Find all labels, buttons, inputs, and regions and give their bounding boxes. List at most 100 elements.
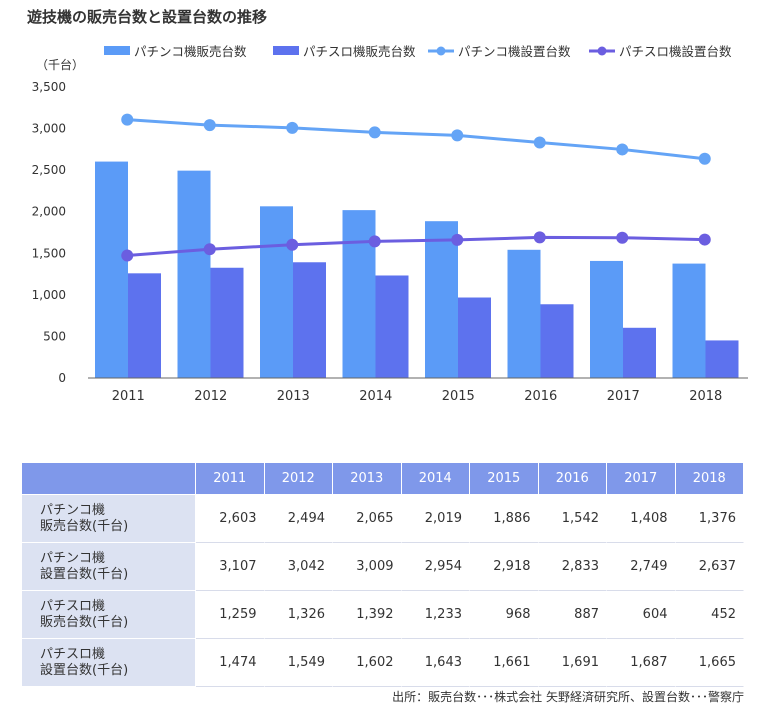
point-pachislot-installed bbox=[368, 235, 381, 248]
table-row: パチンコ機 販売台数(千台) 2,603 2,494 2,065 2,019 1,886 1,… bbox=[22, 495, 744, 543]
bar-pachislot-sales bbox=[623, 327, 656, 378]
y-tick-label: 500 bbox=[43, 329, 66, 343]
table-cell: 2,603 bbox=[196, 495, 265, 543]
row-header-line2: 販売台数(千台) bbox=[40, 518, 129, 534]
point-pachinko-installed bbox=[616, 143, 629, 156]
table-cell: 1,661 bbox=[470, 639, 539, 687]
row-header-line1: パチスロ機 bbox=[40, 598, 106, 614]
legend-swatch bbox=[104, 46, 130, 55]
y-axis-ticks: 0 500 1,000 1,500 2,000 2,500 3,000 3,500 bbox=[32, 80, 66, 385]
data-table: 2011 2012 2013 2014 2015 2016 2017 2018 パチンコ機 販売… bbox=[22, 463, 744, 687]
bar-pachislot-sales bbox=[705, 340, 739, 378]
table-cell: 3,042 bbox=[264, 543, 333, 591]
table-year-header: 2012 bbox=[264, 463, 333, 495]
y-axis-label: （千台） bbox=[36, 57, 84, 72]
table-year-header: 2011 bbox=[196, 463, 265, 495]
table-cell: 1,408 bbox=[607, 495, 676, 543]
table-body: パチンコ機 販売台数(千台) 2,603 2,494 2,065 2,019 1,886 1,… bbox=[22, 495, 744, 687]
point-pachinko-installed bbox=[121, 113, 134, 126]
bar-pachislot-sales bbox=[375, 275, 409, 378]
point-pachislot-installed bbox=[698, 233, 711, 246]
table-row-header: パチンコ機 設置台数(千台) bbox=[22, 543, 196, 591]
row-header-line2: 設置台数(千台) bbox=[40, 566, 129, 582]
legend-pachislot-installed: パチスロ機設置台数 bbox=[589, 44, 732, 59]
table-cell: 887 bbox=[538, 591, 607, 639]
table-row-header: パチンコ機 販売台数(千台) bbox=[22, 495, 196, 543]
table-year-header: 2016 bbox=[538, 463, 607, 495]
table-year-header: 2015 bbox=[470, 463, 539, 495]
table-cell: 1,392 bbox=[333, 591, 402, 639]
y-tick-label: 2,000 bbox=[32, 205, 66, 219]
table-cell: 1,643 bbox=[401, 639, 470, 687]
row-header-line2: 設置台数(千台) bbox=[40, 662, 129, 678]
x-tick-label: 2012 bbox=[194, 389, 227, 404]
y-tick-label: 2,500 bbox=[32, 163, 66, 177]
x-tick-label: 2011 bbox=[112, 389, 145, 404]
line-pachinko-installed bbox=[127, 118, 705, 161]
legend-swatch bbox=[273, 46, 299, 55]
bar-pachinko-sales bbox=[342, 210, 376, 378]
table-cell: 1,549 bbox=[264, 639, 333, 687]
row-header-line1: パチスロ機 bbox=[40, 646, 106, 662]
y-tick-label: 0 bbox=[58, 371, 66, 385]
table-corner-cell bbox=[22, 463, 196, 495]
legend-pachinko-sales: パチンコ機販売台数 bbox=[104, 44, 247, 59]
table-cell: 3,009 bbox=[333, 543, 402, 591]
x-tick-label: 2016 bbox=[524, 389, 557, 404]
table-cell: 1,665 bbox=[675, 639, 744, 687]
table-cell: 1,602 bbox=[333, 639, 402, 687]
table-cell: 1,542 bbox=[538, 495, 607, 543]
legend-pachinko-installed: パチンコ機設置台数 bbox=[428, 44, 571, 59]
page-title: 遊技機の販売台数と設置台数の推移 bbox=[27, 8, 268, 26]
point-pachinko-installed bbox=[451, 129, 464, 142]
legend-label: パチスロ機設置台数 bbox=[619, 44, 732, 59]
table-year-header: 2014 bbox=[401, 463, 470, 495]
bar-pachislot-sales bbox=[458, 297, 491, 378]
x-tick-label: 2014 bbox=[359, 389, 392, 404]
point-pachinko-installed bbox=[533, 136, 546, 149]
point-pachislot-installed bbox=[533, 231, 546, 244]
table-cell: 2,637 bbox=[675, 543, 744, 591]
line-series bbox=[121, 113, 711, 262]
legend-label: パチンコ機販売台数 bbox=[134, 44, 247, 59]
row-header-line1: パチンコ機 bbox=[40, 550, 106, 566]
table-cell: 2,918 bbox=[470, 543, 539, 591]
bar-pachinko-sales bbox=[260, 206, 293, 378]
table-cell: 1,326 bbox=[264, 591, 333, 639]
table-cell: 968 bbox=[470, 591, 539, 639]
bar-pachislot-sales bbox=[210, 267, 244, 378]
point-pachislot-installed bbox=[121, 249, 134, 262]
table-cell: 2,833 bbox=[538, 543, 607, 591]
combo-chart: パチンコ機販売台数 パチスロ機販売台数 パチンコ機設置台数 パチスロ機設置台数 （千台… bbox=[32, 44, 748, 404]
point-pachislot-installed bbox=[203, 243, 216, 256]
bar-pachinko-sales bbox=[590, 260, 623, 378]
point-pachinko-installed bbox=[203, 119, 216, 132]
table-cell: 1,259 bbox=[196, 591, 265, 639]
table-cell: 1,691 bbox=[538, 639, 607, 687]
table-cell: 1,886 bbox=[470, 495, 539, 543]
line-pachislot-installed bbox=[127, 235, 705, 257]
table-cell: 1,687 bbox=[607, 639, 676, 687]
table-cell: 3,107 bbox=[196, 543, 265, 591]
table-cell: 452 bbox=[675, 591, 744, 639]
bar-pachinko-sales bbox=[425, 221, 458, 378]
bar-pachinko-sales bbox=[672, 263, 706, 378]
x-tick-label: 2017 bbox=[607, 389, 640, 404]
point-pachislot-installed bbox=[451, 233, 464, 246]
y-tick-label: 1,000 bbox=[32, 288, 66, 302]
table-cell: 1,474 bbox=[196, 639, 265, 687]
table-cell: 2,954 bbox=[401, 543, 470, 591]
legend-swatch-marker bbox=[597, 46, 607, 56]
data-table-container: 2011 2012 2013 2014 2015 2016 2017 2018 パチンコ機 販売… bbox=[22, 463, 744, 687]
chart-legend: パチンコ機販売台数 パチスロ機販売台数 パチンコ機設置台数 パチスロ機設置台数 bbox=[104, 44, 732, 59]
row-header-line2: 販売台数(千台) bbox=[40, 614, 129, 630]
table-cell: 2,019 bbox=[401, 495, 470, 543]
bar-pachislot-sales bbox=[540, 304, 574, 378]
table-year-header: 2013 bbox=[333, 463, 402, 495]
bar-pachinko-sales bbox=[507, 249, 541, 378]
legend-label: パチスロ機販売台数 bbox=[303, 44, 416, 59]
table-row: パチンコ機 設置台数(千台) 3,107 3,042 3,009 2,954 2,918 2,… bbox=[22, 543, 744, 591]
bar-pachinko-sales bbox=[95, 161, 128, 378]
point-pachislot-installed bbox=[286, 238, 299, 251]
bar-pachislot-sales bbox=[293, 262, 326, 378]
